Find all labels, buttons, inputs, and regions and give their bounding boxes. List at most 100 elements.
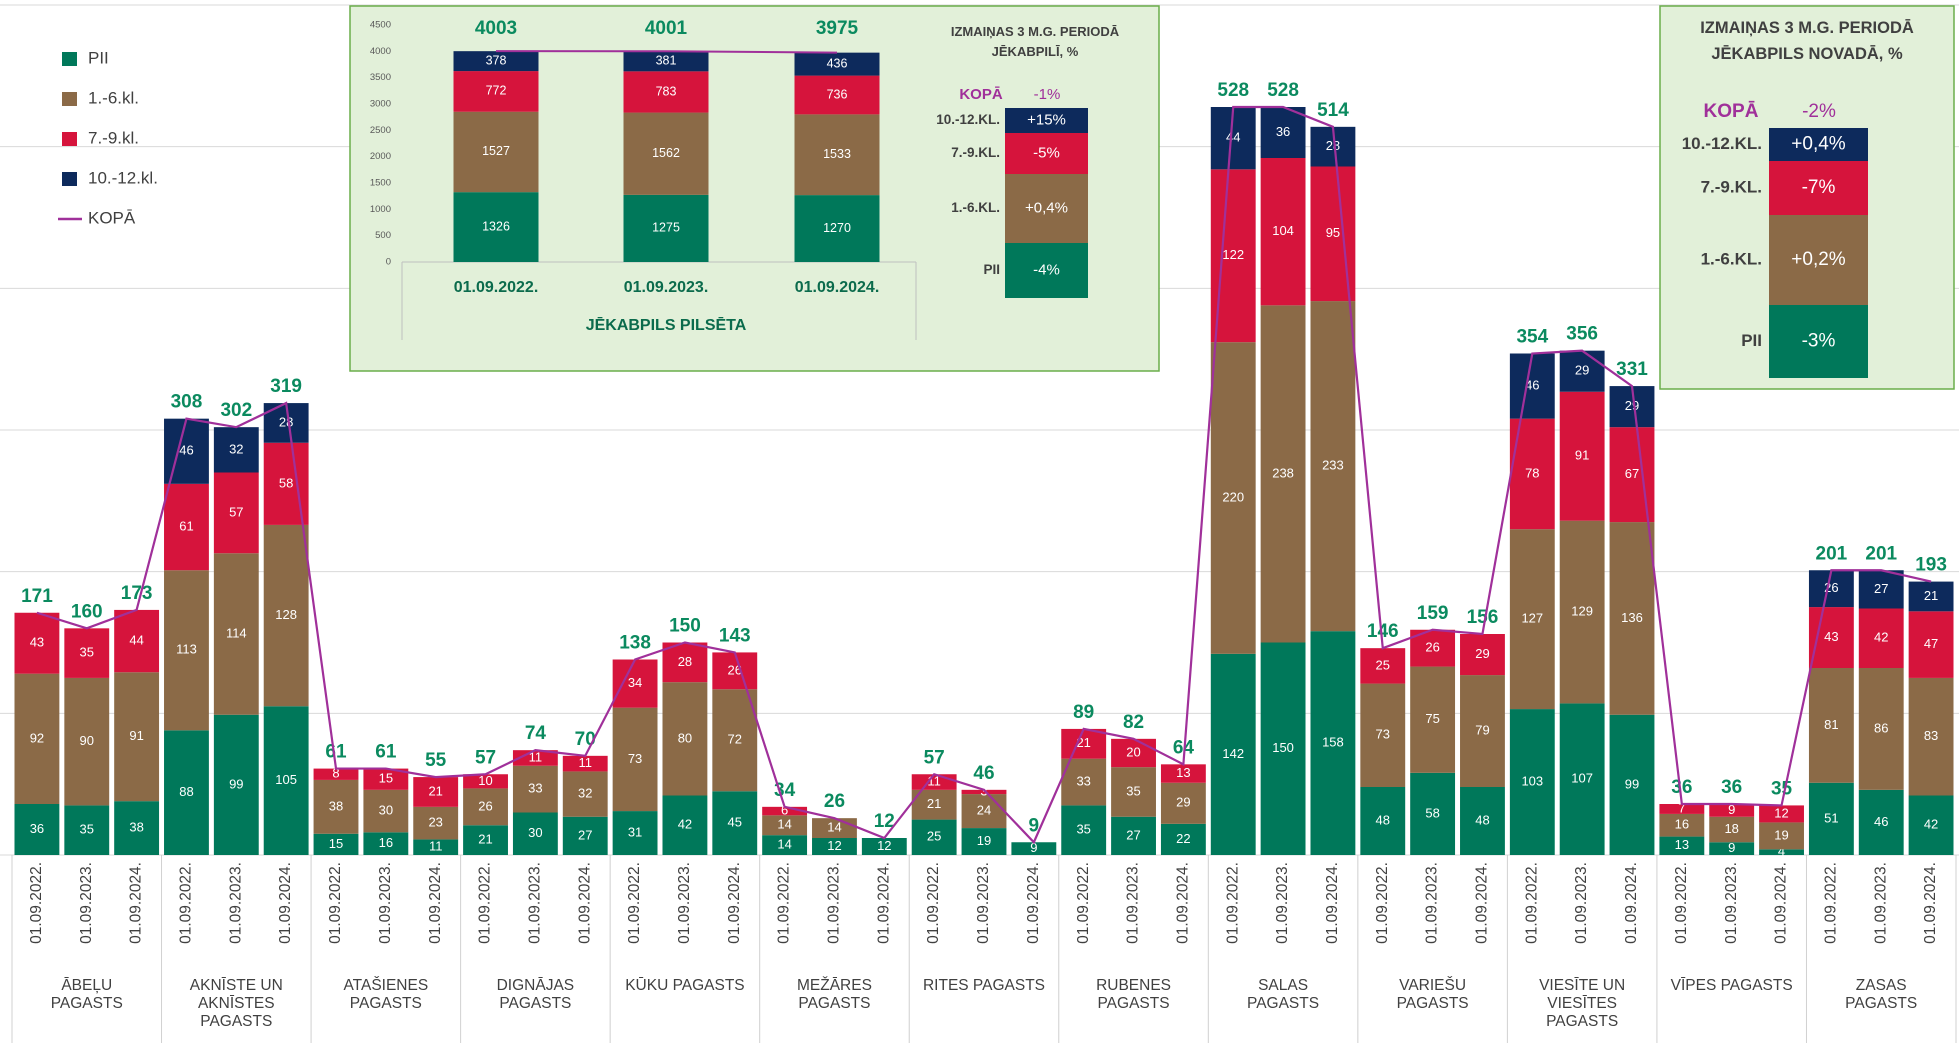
legend-swatch [62,52,77,66]
total-name: KOPĀ [959,86,1003,103]
bar-segment [263,524,309,707]
value-label: 378 [486,53,507,67]
x-tick-label: 01.09.2023. [1723,862,1740,944]
total-line [36,105,1932,845]
bar-segment [213,553,259,715]
value-label: 48 [1376,812,1390,827]
bar-segment [363,789,409,833]
x-tick-label: 01.09.2022. [1523,862,1540,944]
bar-segment [263,706,309,855]
value-label: 127 [1521,611,1543,626]
value-label: 35 [1126,783,1140,798]
total-label: 171 [21,586,53,607]
value-label: 1533 [823,147,851,161]
y-tick-label: 4000 [370,46,391,57]
x-tick-label: 01.09.2022. [1822,862,1839,944]
total-label: 82 [1123,712,1144,733]
bar-segment [1709,804,1755,817]
value-label: 61 [179,518,193,533]
bar-segment [1460,675,1505,787]
y-tick-label: 2000 [370,151,391,162]
bar-segment [213,472,259,554]
bar-segment [1659,836,1705,855]
bar-segment [762,835,808,855]
bar-segment [1360,648,1406,684]
value-label: 233 [1322,458,1344,473]
total-label: 143 [719,625,751,646]
bar-segment [612,659,658,708]
bar-segment [1808,570,1854,608]
value-label: 38 [329,798,343,813]
bar-segment [413,806,459,840]
value-label: 25 [1376,657,1390,672]
total-label: 173 [121,583,153,604]
value-label: 42 [678,817,692,832]
value-label: 19 [977,833,991,848]
total-label: 528 [1217,80,1249,101]
bar-segment [14,673,60,804]
value-label: 67 [1625,466,1639,481]
x-tick-label: 01.09.2022. [327,862,344,944]
row-label: 7.-9.KL. [1701,177,1762,196]
value-label: 29 [1475,646,1489,661]
value-label: 19 [1774,827,1788,842]
bar-segment [662,795,708,855]
bar-segment [794,75,880,115]
value-label: 35 [80,822,94,837]
value-label: 29 [1575,363,1589,378]
total-label: 4001 [645,18,688,39]
bar-segment [861,838,907,855]
total-label: 26 [824,791,845,812]
bar-segment [64,805,110,855]
bar-segment [114,609,160,673]
value-label: 158 [1322,735,1344,750]
value-label: 14 [827,820,841,835]
bar-segment [1111,767,1156,817]
value-label: 32 [578,786,592,801]
value-label: 25 [927,829,941,844]
value-label: 9 [1030,840,1037,855]
value-label: 28 [1326,138,1340,153]
x-axis-label: JĒKABPILS PILSĒTA [586,315,747,334]
value-label: 14 [777,837,791,852]
bar-segment [612,811,658,855]
x-tick-label: 01.09.2024. [1474,862,1491,944]
change-label: -7% [1802,177,1836,198]
bar-segment [662,642,708,683]
value-label: 7 [1678,800,1685,815]
x-tick-label: 01.09.2024. [1922,862,1939,944]
bar-segment [1310,631,1356,855]
change-label: +0,4% [1025,199,1068,216]
bar-segment [313,833,359,855]
x-tick-label: 01.09.2022. [28,862,45,944]
value-label: 1562 [652,146,680,160]
value-label: 150 [1272,740,1294,755]
value-label: 58 [279,475,293,490]
change-label: -5% [1033,144,1060,161]
total-label: 35 [1771,778,1793,799]
bar-segment [463,825,508,855]
value-label: 114 [226,625,247,640]
bar-segment [463,788,508,826]
x-tick-label: 01.09.2022. [1673,862,1690,944]
total-label: 331 [1616,359,1648,380]
value-label: 113 [176,642,197,657]
total-label: 34 [774,780,796,801]
bar-segment [1509,353,1555,419]
bar-segment [14,612,60,674]
change-segment [1769,128,1868,161]
bar-segment [1759,849,1804,855]
row-label: 1.-6.KL. [1701,249,1762,268]
bar-segment [1709,816,1755,843]
value-label: 91 [129,728,143,743]
total-label: 159 [1417,603,1449,624]
value-label: 26 [1425,640,1439,655]
bar-segment [363,768,409,790]
bar-segment [1858,570,1904,609]
x-tick-label: 01.09.2023. [1274,862,1291,944]
value-label: 9 [1728,802,1735,817]
x-tick-label: 01.09.2023. [1424,862,1441,944]
bar-segment [1160,823,1206,855]
bar-segment [1260,158,1306,306]
group-label: AKNĪSTE UN AKNĪSTES PAGASTS [189,977,283,1030]
